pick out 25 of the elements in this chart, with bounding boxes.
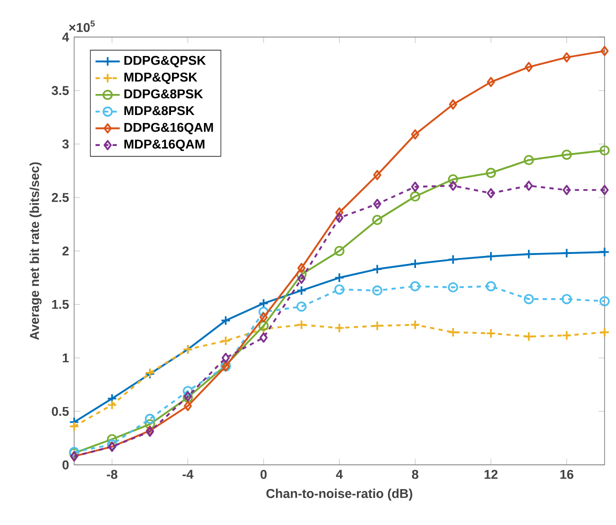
legend-label: MDP&QPSK xyxy=(124,72,198,84)
x-tick-label: -8 xyxy=(106,470,118,480)
y-tick-label: 0.5 xyxy=(52,406,69,416)
legend-label: MDP&8PSK xyxy=(124,106,194,116)
legend-label: DDPG&QPSK xyxy=(124,56,206,68)
x-tick-label: 0 xyxy=(260,470,267,480)
y-tick-label: 1 xyxy=(62,354,69,362)
x-tick-label: 8 xyxy=(412,470,418,480)
y-tick-label: 3 xyxy=(62,140,69,149)
x-axis-title: Chan-to-noise-ratio (dB) xyxy=(266,488,412,501)
y-tick-label: 2 xyxy=(62,246,69,256)
x-tick-label: 16 xyxy=(560,470,574,480)
y-tick-label: 0 xyxy=(62,460,69,470)
x-tick-label: -4 xyxy=(182,470,194,479)
legend-label: DDPG&8PSK xyxy=(124,89,203,99)
x-tick-label: 4 xyxy=(336,470,343,479)
y-tick-label: 4 xyxy=(62,32,70,42)
y-tick-label: 2.5 xyxy=(52,193,69,202)
y-tick-label: 1.5 xyxy=(52,300,69,310)
legend-label: MDP&16QAM xyxy=(124,140,204,152)
legend-label: DDPG&16QAM xyxy=(124,122,213,134)
x-tick-label: 12 xyxy=(484,470,498,479)
y-axis-title: Average net bit rate (bits/sec) xyxy=(30,162,42,340)
text: ×10$^{5}$ xyxy=(69,20,95,32)
y-tick-label: 3.5 xyxy=(52,86,69,96)
